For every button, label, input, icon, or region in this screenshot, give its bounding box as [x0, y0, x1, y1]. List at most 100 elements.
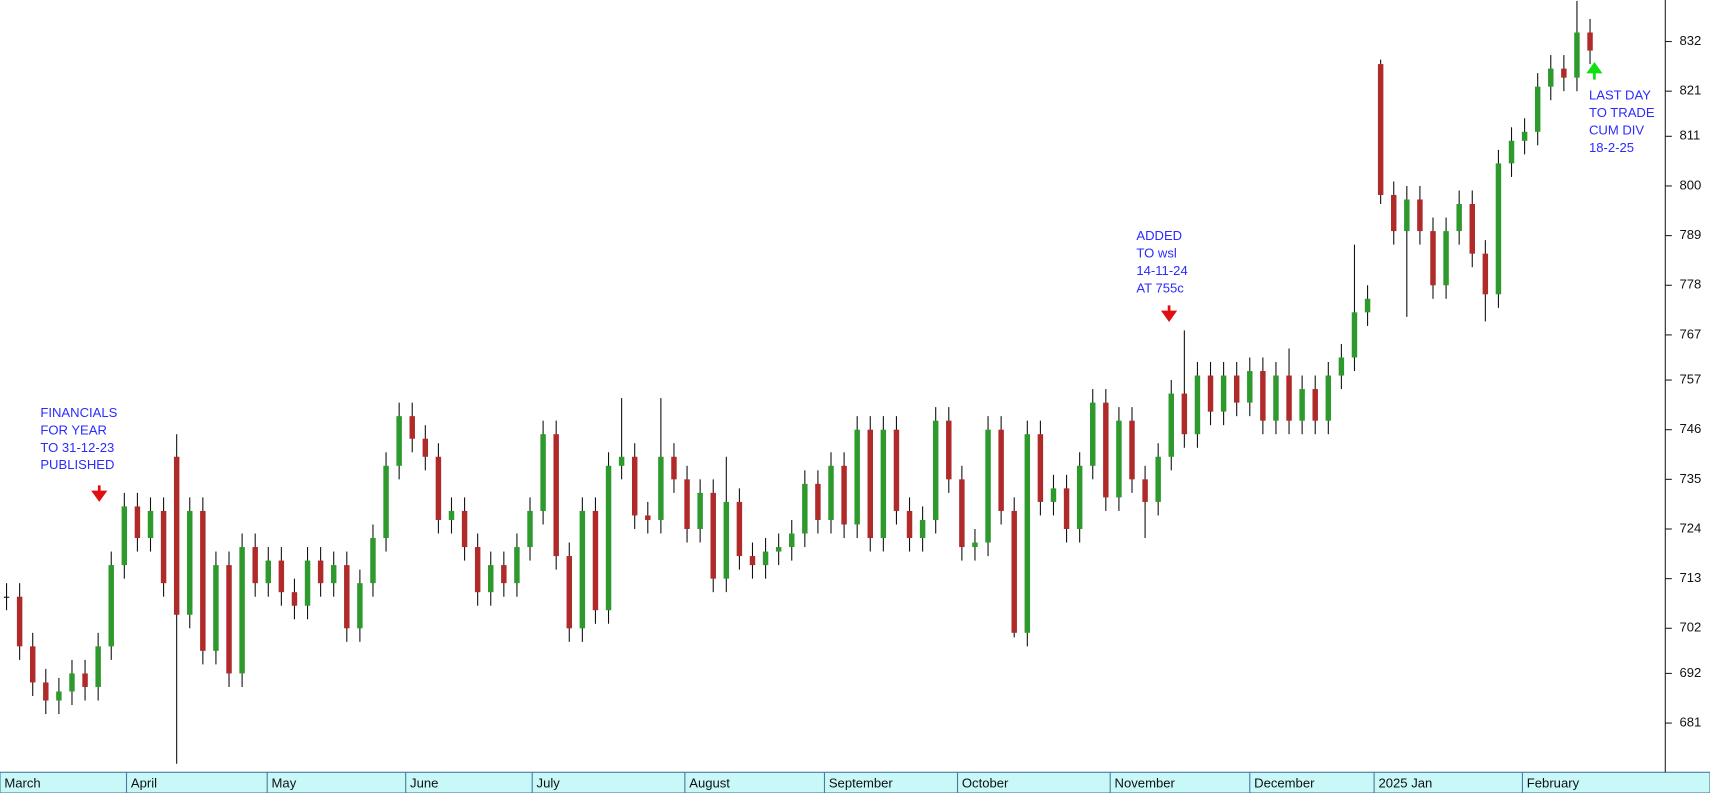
y-tick-label: 821 [1679, 83, 1701, 98]
x-tick-label: 2025 Jan [1378, 776, 1432, 791]
plot-area [3, 0, 1593, 764]
candle-body [461, 510, 468, 548]
candle-body [1430, 231, 1436, 286]
x-tick-label: March [4, 776, 40, 791]
candle-body [1116, 420, 1122, 498]
candle-body [618, 456, 625, 466]
candle-body [1024, 434, 1031, 633]
candle-body [775, 547, 782, 552]
annotation: TO TRADE [1589, 105, 1655, 120]
candle-body [906, 510, 913, 539]
candle-body [330, 565, 337, 584]
candle-body [631, 456, 638, 516]
candle-body [1299, 389, 1305, 421]
annotation: ADDED [1136, 228, 1182, 243]
x-tick-label: June [410, 776, 438, 791]
candle-body [592, 510, 599, 611]
candle-body [396, 416, 402, 466]
candle-body [645, 515, 651, 520]
x-tick-label: October [962, 776, 1009, 791]
candle-body [893, 429, 900, 511]
candle-body [1037, 434, 1044, 502]
x-tick-label: November [1115, 776, 1176, 791]
candle-body [383, 465, 389, 539]
candle-body [579, 510, 586, 629]
candle-body [1011, 510, 1017, 633]
annotation: FINANCIALS [40, 405, 117, 420]
candle-body [959, 479, 965, 548]
candle-body [16, 596, 23, 647]
annotation: AT 755c [1136, 281, 1184, 296]
y-tick-label: 811 [1679, 128, 1700, 143]
candle-body [789, 533, 795, 548]
candle-body [187, 510, 193, 615]
annotation: LAST DAY [1589, 87, 1651, 102]
y-tick-label: 735 [1679, 471, 1701, 486]
x-tick-label: August [689, 776, 730, 791]
candle-body [697, 492, 703, 529]
x-tick-label: July [537, 776, 561, 791]
candle-body [566, 556, 572, 629]
candle-body [147, 510, 154, 539]
candle-body [43, 682, 49, 701]
candle-body [95, 646, 101, 687]
arrow-green [1586, 62, 1603, 80]
candle-body [762, 551, 769, 566]
x-tick-label: February [1527, 776, 1580, 791]
candle-body [527, 510, 533, 548]
candle-body [1456, 204, 1462, 232]
candle-body [946, 420, 952, 480]
candle-body [880, 429, 887, 539]
candle-body [540, 434, 546, 511]
candle-body [1508, 140, 1515, 164]
candle-body [605, 465, 612, 611]
y-tick-label: 692 [1679, 665, 1701, 680]
candle-body [1207, 375, 1214, 412]
candle-body [291, 592, 298, 606]
candle-body [108, 565, 114, 647]
candle-body [304, 560, 311, 606]
candle-body [1155, 456, 1161, 502]
annotation: FOR YEAR [40, 422, 107, 437]
candle-body [134, 506, 141, 539]
candle-body [1325, 375, 1332, 421]
candle-body [1587, 32, 1593, 51]
y-tick-label: 767 [1679, 326, 1701, 341]
candle-body [841, 465, 847, 525]
candle-body [422, 438, 429, 457]
candle-body [488, 565, 494, 593]
candle-body [1142, 479, 1148, 502]
candle-body [1417, 199, 1423, 232]
candle-body [1534, 86, 1541, 132]
candle-body [1364, 298, 1371, 313]
candle-body [1404, 199, 1410, 232]
candle-body [3, 596, 10, 598]
candle-body [200, 510, 206, 651]
candle-body [854, 429, 860, 525]
candle-body [501, 565, 507, 584]
candle-body [226, 565, 232, 674]
x-tick-label: December [1254, 776, 1315, 791]
y-tick-label: 832 [1679, 33, 1701, 48]
candle-body [1273, 375, 1279, 421]
candle-body [1194, 375, 1201, 435]
candle-body [370, 538, 376, 584]
candle-body [1260, 371, 1266, 421]
candle-body [265, 560, 272, 584]
candle-body [1495, 163, 1502, 295]
y-tick-label: 746 [1679, 421, 1701, 436]
candle-body [1561, 68, 1567, 78]
candle-body [239, 547, 245, 674]
candle-body [278, 560, 285, 593]
y-tick-label: 713 [1679, 570, 1701, 585]
candle-body [435, 456, 442, 520]
annotation: TO wsl [1136, 246, 1177, 261]
candle-body [710, 492, 716, 579]
x-tick-label: May [272, 776, 297, 791]
candle-body [1377, 64, 1384, 195]
y-tick-label: 724 [1679, 520, 1701, 535]
candle-body [1050, 488, 1057, 502]
annotation: TO 31-12-23 [40, 440, 114, 455]
